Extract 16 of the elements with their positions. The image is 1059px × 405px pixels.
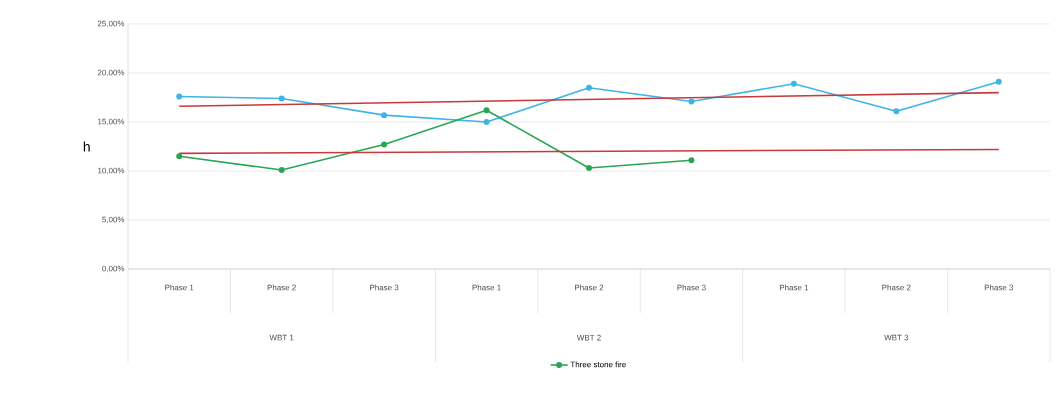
point	[483, 107, 490, 114]
point	[176, 153, 183, 160]
point	[483, 119, 490, 125]
point	[381, 112, 388, 119]
point	[381, 141, 388, 148]
point	[995, 78, 1002, 85]
point	[278, 167, 285, 174]
point	[586, 84, 592, 91]
point	[278, 95, 285, 102]
point	[893, 108, 900, 115]
point	[688, 157, 695, 164]
y-axis-title: h	[83, 141, 90, 152]
point	[790, 80, 797, 87]
point	[586, 165, 592, 172]
point	[176, 93, 183, 100]
point	[688, 98, 695, 105]
